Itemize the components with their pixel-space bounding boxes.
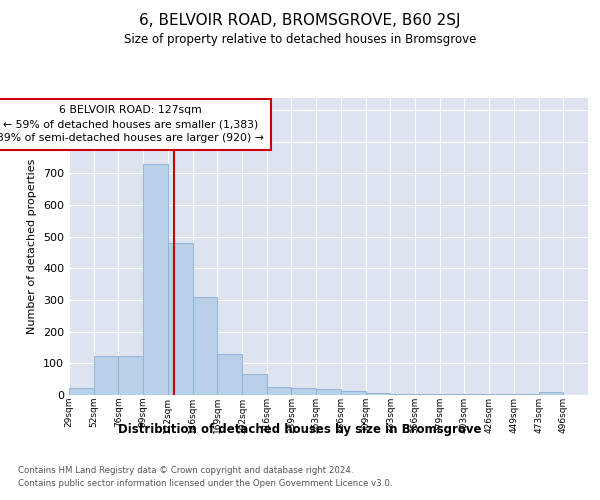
- Bar: [143, 164, 168, 395]
- Bar: [514, 394, 539, 395]
- Bar: [539, 392, 563, 395]
- Text: 6 BELVOIR ROAD: 127sqm
← 59% of detached houses are smaller (1,383)
39% of semi-: 6 BELVOIR ROAD: 127sqm ← 59% of detached…: [0, 106, 264, 144]
- Bar: [341, 391, 365, 395]
- Text: 6, BELVOIR ROAD, BROMSGROVE, B60 2SJ: 6, BELVOIR ROAD, BROMSGROVE, B60 2SJ: [139, 12, 461, 28]
- Bar: [69, 388, 94, 395]
- Bar: [440, 394, 464, 395]
- Bar: [94, 356, 118, 395]
- Bar: [390, 394, 415, 395]
- Bar: [489, 394, 514, 395]
- Bar: [168, 243, 193, 395]
- Bar: [118, 356, 143, 395]
- Text: Contains HM Land Registry data © Crown copyright and database right 2024.: Contains HM Land Registry data © Crown c…: [18, 466, 353, 475]
- Text: Distribution of detached houses by size in Bromsgrove: Distribution of detached houses by size …: [118, 422, 482, 436]
- Text: Contains public sector information licensed under the Open Government Licence v3: Contains public sector information licen…: [18, 479, 392, 488]
- Bar: [242, 374, 267, 395]
- Bar: [292, 388, 316, 395]
- Bar: [217, 354, 242, 395]
- Bar: [415, 394, 440, 395]
- Bar: [267, 387, 292, 395]
- Bar: [193, 297, 217, 395]
- Bar: [365, 394, 390, 395]
- Bar: [316, 390, 341, 395]
- Text: Size of property relative to detached houses in Bromsgrove: Size of property relative to detached ho…: [124, 32, 476, 46]
- Bar: [464, 394, 489, 395]
- Y-axis label: Number of detached properties: Number of detached properties: [28, 158, 37, 334]
